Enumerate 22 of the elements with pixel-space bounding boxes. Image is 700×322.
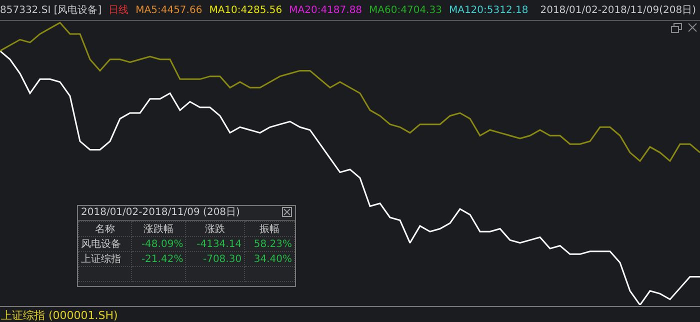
annotation: 涨跌幅 <box>131 222 186 236</box>
annotation: 58.23% <box>244 236 294 252</box>
annotation: -708.30 <box>186 252 244 266</box>
annotation: 名称 <box>78 222 132 236</box>
text: 日线 <box>108 5 129 16</box>
annotation: 风电设备 <box>78 236 132 252</box>
text: 2018/01/02-2018/11/09(208日) <box>540 4 696 17</box>
annotation: 振幅 <box>244 222 294 236</box>
text: MA60:4704.33 <box>369 5 442 16</box>
annotation: -4134.14 <box>186 236 244 252</box>
text: MA10:4285.56 <box>209 5 282 16</box>
annotation: -21.42% <box>131 252 186 266</box>
text: 857332.SI [风电设备] <box>0 5 102 16</box>
annotation: 34.40% <box>244 252 294 266</box>
annotation: -48.09% <box>131 236 186 252</box>
text: MA20:4187.88 <box>289 5 362 16</box>
annotation: 上证综指 <box>78 252 132 266</box>
annotation: 涨跌 <box>186 222 244 236</box>
annotation: 2018/01/02-2018/11/09 (208日) <box>78 206 295 221</box>
text: MA120:5312.18 <box>448 5 528 16</box>
text: MA5:4457.66 <box>136 5 202 16</box>
text: 上证综指 (000001.SH) <box>1 308 118 322</box>
